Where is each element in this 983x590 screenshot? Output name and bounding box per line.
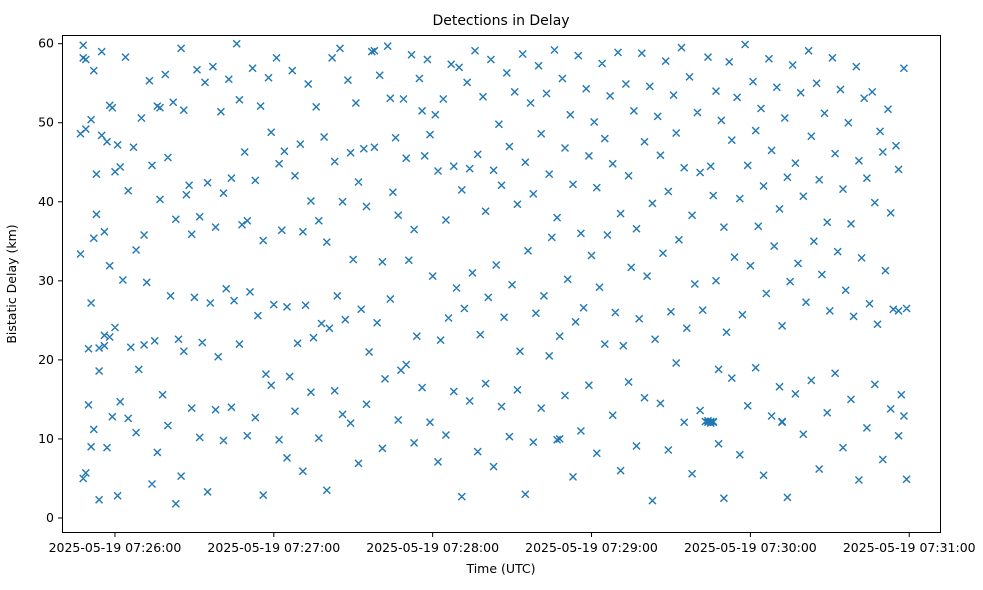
y-tick-label: 30	[38, 273, 54, 288]
x-tick-label: 2025-05-19 07:28:00	[366, 540, 499, 555]
y-tick-label: 40	[38, 194, 54, 209]
y-tick-label: 20	[38, 352, 54, 367]
scatter-points-path	[76, 39, 911, 508]
x-tick-label: 2025-05-19 07:26:00	[49, 540, 182, 555]
x-axis-ticks: 2025-05-19 07:26:00 2025-05-19 07:27:00 20…	[49, 533, 976, 555]
x-tick-label: 2025-05-19 07:27:00	[207, 540, 340, 555]
x-axis-label: Time (UTC)	[465, 561, 535, 576]
y-tick-label: 60	[38, 36, 54, 51]
scatter-points	[76, 39, 911, 508]
x-tick-label: 2025-05-19 07:31:00	[843, 540, 976, 555]
chart-title: Detections in Delay	[432, 13, 569, 29]
y-axis-label: Bistatic Delay (km)	[4, 224, 19, 343]
x-tick-label: 2025-05-19 07:30:00	[684, 540, 817, 555]
y-axis-ticks: 0 10 20 30 40 50 60	[38, 36, 62, 525]
x-tick-label: 2025-05-19 07:29:00	[525, 540, 658, 555]
y-tick-label: 0	[46, 510, 54, 525]
plot-border	[62, 35, 941, 533]
y-tick-label: 50	[38, 115, 54, 130]
y-tick-label: 10	[38, 431, 54, 446]
